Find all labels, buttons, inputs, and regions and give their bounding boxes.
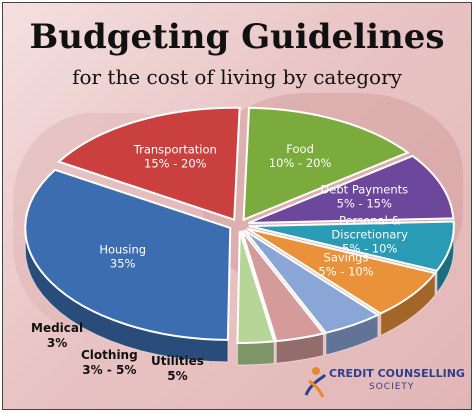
slice-label-personal-discretionary: Personal & Discretionary 5% - 10% [331, 213, 408, 255]
slice-label-medical: Medical [31, 321, 84, 335]
slice-value-utilities: 5% [167, 369, 188, 383]
page-subtitle: for the cost of living by category [72, 65, 402, 89]
slice-side-medical [236, 340, 275, 366]
slice-label-clothing: Clothing [81, 348, 138, 362]
slice-value-transportation: 15% - 20% [144, 157, 207, 171]
slice-value-clothing: 3% - 5% [82, 363, 137, 377]
label-clothing: Clothing 3% - 5% [81, 348, 138, 378]
pie-chart: Housing 35% Transportation 15% - 20% Food 10%… [24, 106, 455, 366]
slice-label-food: Food 10% - 20% [269, 142, 332, 170]
slice-label-housing: Housing 35% [99, 243, 146, 271]
logo-sub: SOCIETY [369, 382, 415, 392]
slice-value-savings: 5% - 10% [318, 264, 373, 278]
slice-food [242, 106, 410, 222]
label-utilities: Utilities 5% [151, 354, 204, 384]
pie-slices: Housing 35% Transportation 15% - 20% Food 10%… [24, 106, 455, 366]
credit-counselling-logo: CREDIT COUNSELLING SOCIETY [303, 365, 465, 401]
slice-housing [24, 168, 232, 341]
slice-label-utilities: Utilities [151, 354, 204, 368]
slice-savings [246, 227, 437, 315]
slice-label-transportation: Transportation 15% - 20% [133, 143, 217, 171]
slice-label-debt-payments: Debt Payments 5% - 15% [320, 183, 408, 211]
slice-value-debt-payments: 5% - 15% [337, 197, 392, 211]
slice-value-medical: 3% [46, 336, 68, 350]
slice-transportation [56, 106, 241, 222]
slice-clothing [240, 230, 326, 343]
slice-value-personal-discretionary: 5% - 10% [342, 241, 397, 255]
person-swirl-icon [304, 367, 327, 398]
slice-medical [236, 230, 276, 344]
page-title: Budgeting Guidelines [29, 17, 445, 57]
slice-personal-discretionary [248, 220, 455, 272]
slice-value-housing: 35% [110, 257, 136, 271]
label-medical: Medical 3% [31, 321, 83, 351]
infographic-frame: Budgeting Guidelines for the cost of liv… [2, 2, 472, 410]
slice-utilities [243, 229, 381, 334]
logo-name: CREDIT COUNSELLING [329, 367, 465, 380]
slice-debt-payments [248, 154, 455, 224]
slice-value-food: 10% - 20% [269, 156, 332, 170]
slice-label-savings: Savings 5% - 10% [318, 250, 373, 278]
